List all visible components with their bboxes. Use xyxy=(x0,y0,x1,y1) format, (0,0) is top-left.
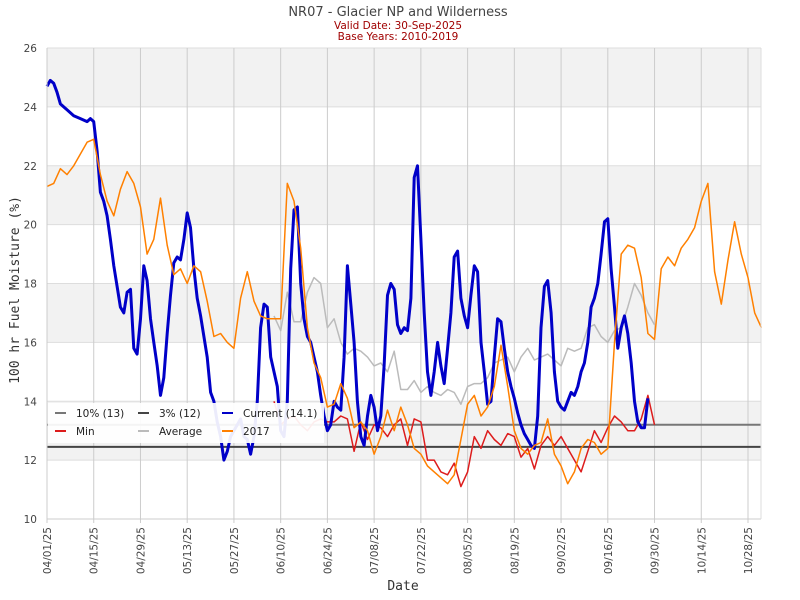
y-tick-label: 24 xyxy=(24,102,38,114)
series-lines xyxy=(45,78,763,488)
x-tick-label: 09/30/25 xyxy=(650,527,662,574)
y-tick-label: 16 xyxy=(24,337,38,349)
x-tick-label: 08/19/25 xyxy=(509,527,521,574)
x-tick-label: 07/08/25 xyxy=(369,527,381,574)
y-tick-label: 18 xyxy=(24,279,37,291)
legend-item-label: 3% (12) xyxy=(159,408,201,420)
x-tick-label: 10/14/25 xyxy=(696,527,708,574)
grid-band xyxy=(47,283,761,343)
x-tick-label: 08/05/25 xyxy=(463,527,475,574)
x-axis-label: Date xyxy=(387,579,418,594)
x-tick-label: 09/02/25 xyxy=(556,527,568,574)
chart-title: NR07 - Glacier NP and Wilderness xyxy=(288,5,508,20)
x-tick-label: 09/16/25 xyxy=(603,527,615,574)
legend-item-label: Current (14.1) xyxy=(243,408,317,420)
legend-item-label: Average xyxy=(159,426,202,438)
x-tick-label: 07/22/25 xyxy=(416,527,428,574)
x-tick-label: 05/13/25 xyxy=(182,527,194,574)
x-tick-label: 04/15/25 xyxy=(89,527,101,574)
legend: 10% (13) 3% (12) Current (14.1) Min Average 2… xyxy=(48,403,324,443)
x-tick-label: 04/29/25 xyxy=(135,527,147,574)
grid-band xyxy=(47,165,761,225)
y-tick-label: 20 xyxy=(24,220,37,232)
legend-background xyxy=(48,403,324,443)
chart-subtitle-base-years: Base Years: 2010-2019 xyxy=(338,31,459,43)
legend-item-label: 2017 xyxy=(243,426,270,438)
legend-item-label: Min xyxy=(76,426,95,438)
y-tick-label: 26 xyxy=(24,43,38,55)
y-tick-label: 14 xyxy=(24,396,38,408)
x-tick-label: 05/27/25 xyxy=(229,527,241,574)
x-tick-label: 06/24/25 xyxy=(322,527,334,574)
x-tick-label: 06/10/25 xyxy=(276,527,288,574)
series-line-2017 xyxy=(46,138,763,485)
x-tick-label: 10/28/25 xyxy=(743,527,755,574)
y-tick-label: 10 xyxy=(24,514,37,526)
legend-item-label: 10% (13) xyxy=(76,408,124,420)
x-tick-label: 04/01/25 xyxy=(42,527,54,574)
y-axis-label: 100 hr Fuel Moisture (%) xyxy=(8,196,23,384)
background-bands xyxy=(47,48,761,461)
series-line-average xyxy=(273,276,656,405)
series-line-current-14-1 xyxy=(45,78,650,462)
x-tick-labels: 04/01/25 04/15/25 04/29/25 05/13/25 05/27/25… xyxy=(42,527,755,574)
y-tick-labels: 10 12 14 16 18 20 22 24 26 xyxy=(24,43,38,526)
grid-band xyxy=(47,48,761,107)
chart-subtitle-valid-date: Valid Date: 30-Sep-2025 xyxy=(334,20,462,32)
y-tick-label: 22 xyxy=(24,161,37,173)
y-tick-label: 12 xyxy=(24,455,37,467)
axes xyxy=(46,48,762,520)
